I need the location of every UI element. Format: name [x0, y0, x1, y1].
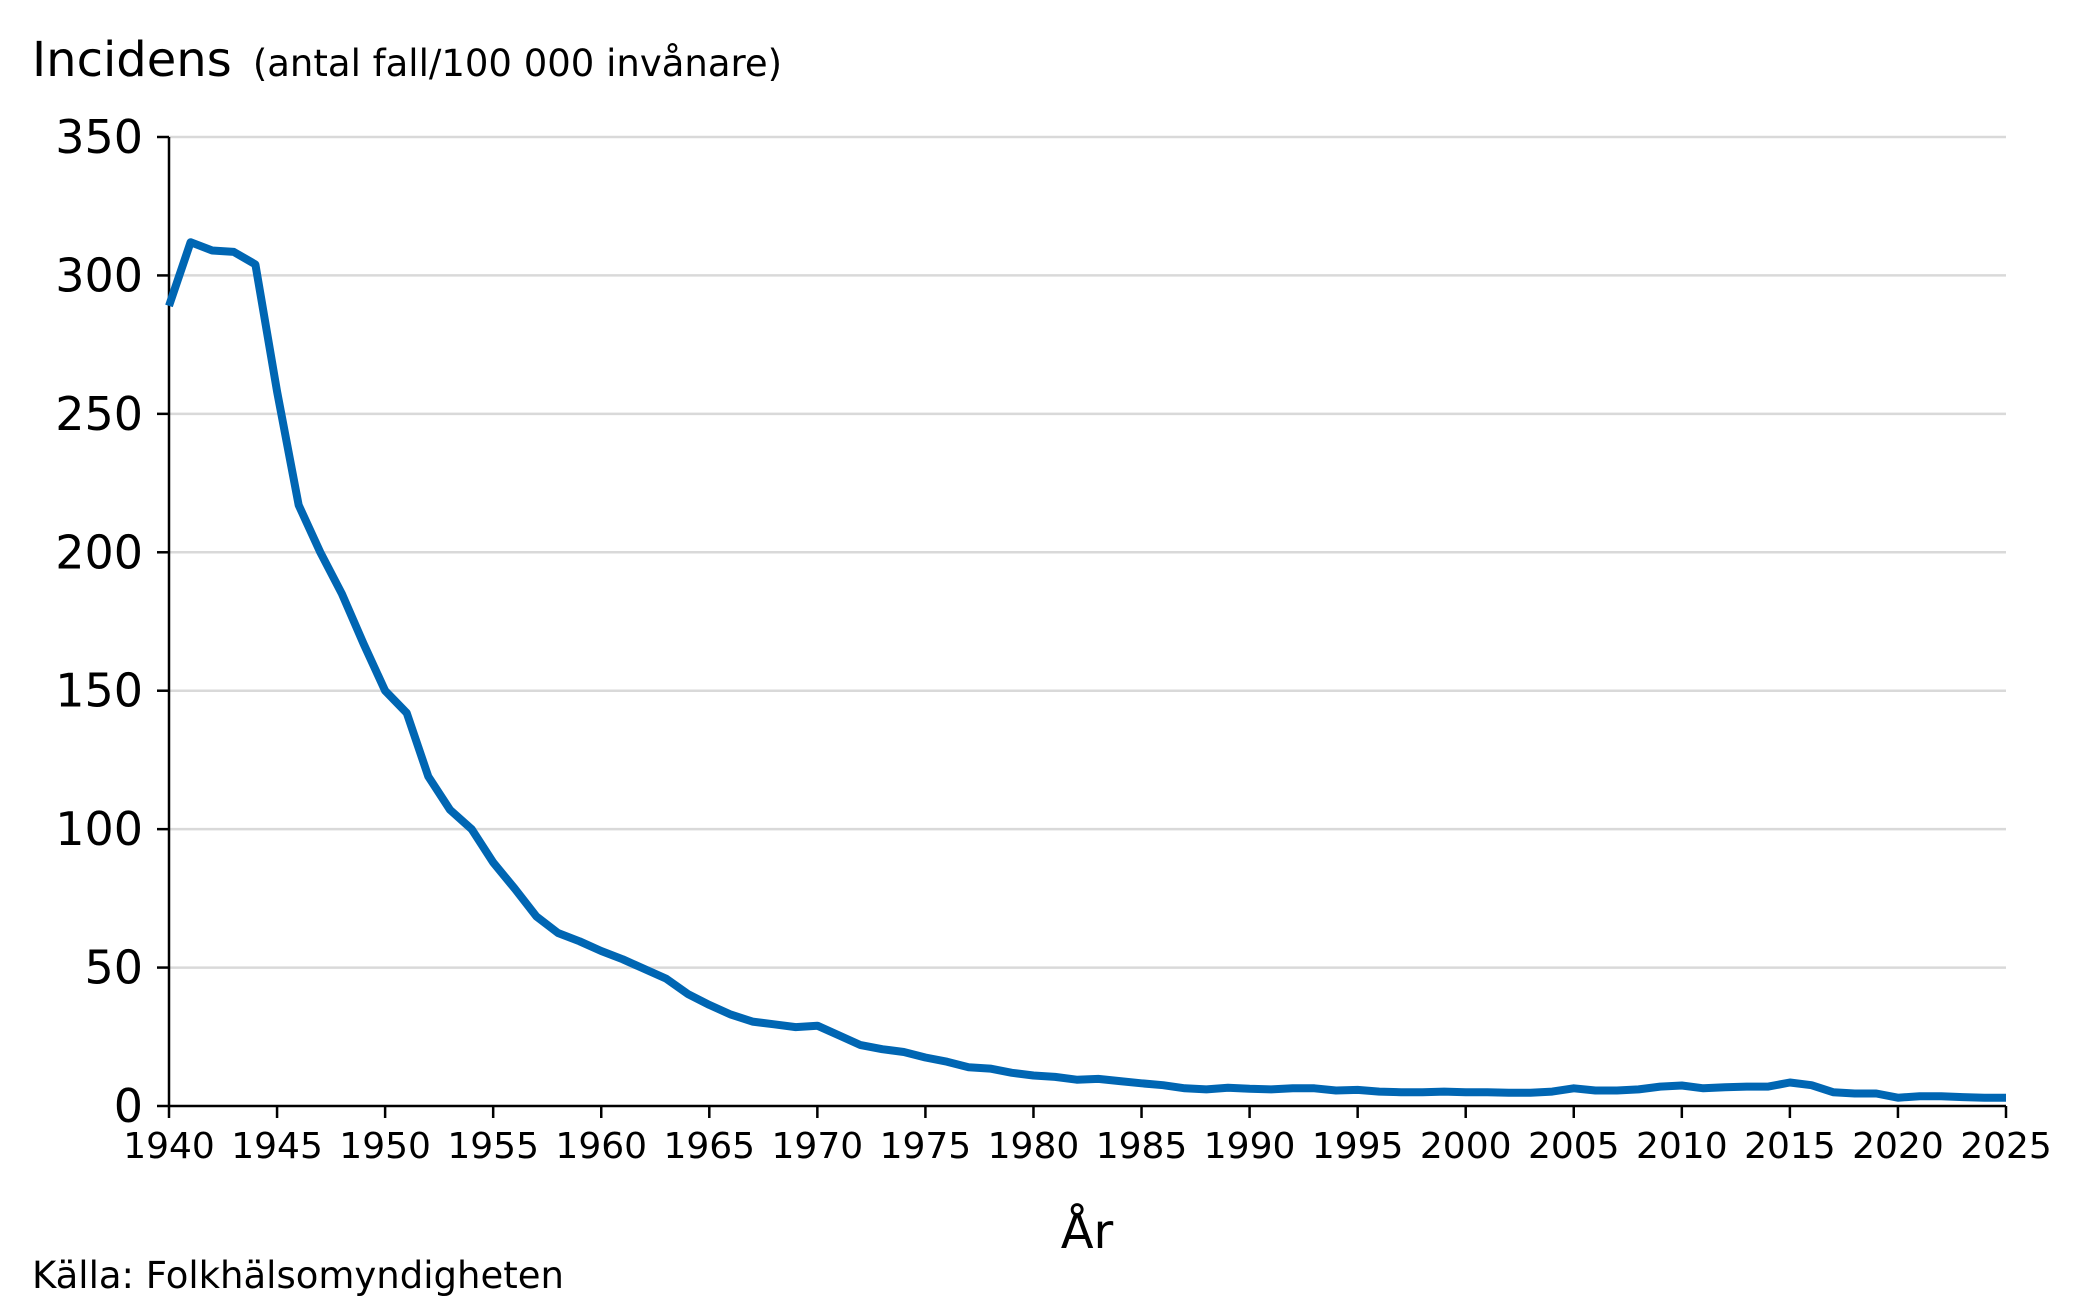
x-tick-label-2000: 2000	[1420, 1126, 1512, 1167]
y-tick-label-300: 300	[55, 248, 143, 302]
x-tick-label-2010: 2010	[1636, 1126, 1728, 1167]
x-tick-label-1960: 1960	[555, 1126, 647, 1167]
x-tick-label-2025: 2025	[1960, 1126, 2052, 1167]
x-tick-label-2005: 2005	[1528, 1126, 1620, 1167]
x-tick-label-1940: 1940	[123, 1126, 215, 1167]
y-tick-label-50: 50	[84, 941, 143, 995]
x-tick-label-1980: 1980	[988, 1126, 1080, 1167]
x-tick-label-1945: 1945	[231, 1126, 323, 1167]
x-tick-label-2020: 2020	[1852, 1126, 1944, 1167]
x-tick-label-1965: 1965	[663, 1126, 755, 1167]
x-tick-label-1995: 1995	[1312, 1126, 1404, 1167]
x-ticks: 1940 1945 1950 1955 1960 1965 1970 1975 1980 1985…	[123, 1106, 2052, 1167]
x-tick-label-1970: 1970	[772, 1126, 864, 1167]
x-axis-label: År	[1061, 1203, 1114, 1260]
x-tick-label-1975: 1975	[880, 1126, 972, 1167]
y-axis-unit: (antal fall/100 000 invånare)	[253, 42, 782, 85]
y-tick-label-150: 150	[55, 664, 143, 718]
y-tick-label-100: 100	[55, 802, 143, 856]
y-axis-label: Incidens	[32, 32, 232, 88]
source-note: Källa: Folkhälsomyndigheten	[32, 1254, 564, 1297]
gridlines	[169, 135, 2006, 969]
axes	[167, 137, 2006, 1108]
x-tick-label-1985: 1985	[1096, 1126, 1188, 1167]
x-tick-label-2015: 2015	[1744, 1126, 1836, 1167]
series	[165, 238, 2006, 1102]
y-ticks: 0 50 100 150 200 250 300 350	[55, 110, 169, 1133]
x-tick-label-1990: 1990	[1204, 1126, 1296, 1167]
y-tick-label-200: 200	[55, 525, 143, 579]
x-tick-label-1950: 1950	[339, 1126, 431, 1167]
y-tick-label-250: 250	[55, 387, 143, 441]
series-line-0	[165, 238, 2006, 1102]
x-tick-label-1955: 1955	[447, 1126, 539, 1167]
y-tick-label-0: 0	[114, 1079, 143, 1133]
y-tick-label-350: 350	[55, 110, 143, 164]
y-axis-title: Incidens (antal fall/100 000 invånare)	[32, 32, 782, 88]
